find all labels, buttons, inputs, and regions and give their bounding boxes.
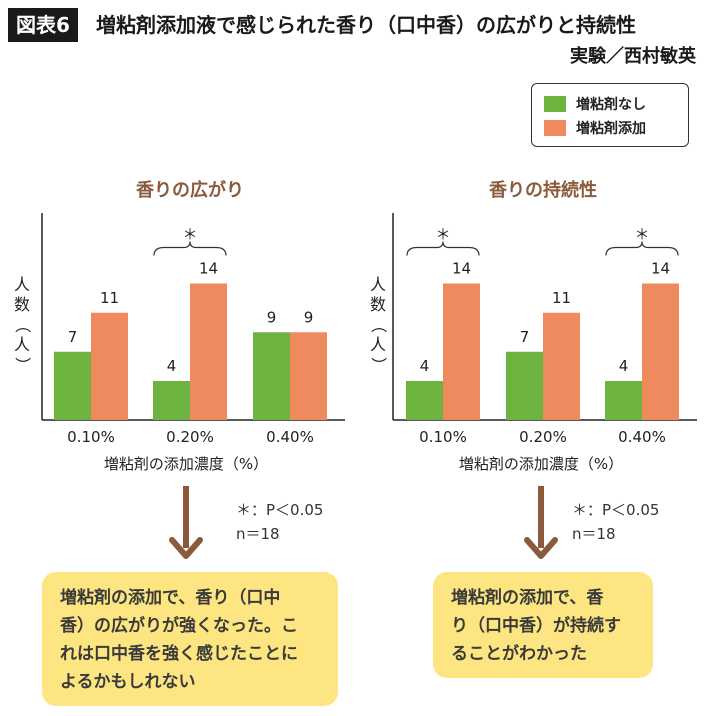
x-tick-label: 0.10% bbox=[419, 428, 467, 446]
significance-bracket bbox=[406, 241, 480, 256]
legend-label: 増粘剤なし bbox=[576, 97, 646, 113]
credit-line: 実験／西村敏英 bbox=[570, 46, 696, 67]
p-value-note: ＊：P＜0.05 bbox=[572, 501, 660, 519]
data-label: 11 bbox=[552, 289, 571, 307]
chart-title: 香りの持続性 bbox=[488, 179, 597, 201]
y-axis-label-char: 人 bbox=[14, 335, 30, 354]
x-tick-label: 0.10% bbox=[67, 428, 115, 446]
y-axis-label-char: 数 bbox=[14, 295, 30, 314]
chart-title: 香りの広がり bbox=[135, 179, 244, 201]
callout-line: れは口中香を強く感じたことに bbox=[60, 644, 298, 664]
bar-no-thickener bbox=[605, 381, 642, 420]
data-label: 11 bbox=[100, 289, 119, 307]
callout-line: 香）の広がりが強くなった。こ bbox=[60, 616, 298, 636]
significance-note-right: ＊：P＜0.05 n＝18 bbox=[572, 498, 659, 546]
data-label: 4 bbox=[420, 357, 430, 375]
callout-line: 増粘剤の添加で、香 bbox=[451, 588, 604, 608]
legend-item-no-thickener: 増粘剤なし bbox=[544, 92, 676, 116]
callout-line: 増粘剤の添加で、香り（口中 bbox=[60, 588, 281, 608]
data-label: 4 bbox=[167, 357, 177, 375]
significance-mark: ＊ bbox=[634, 226, 649, 244]
figure-tag: 図表6 bbox=[8, 8, 78, 42]
significance-mark: ＊ bbox=[182, 226, 197, 244]
y-axis-label-char: 数 bbox=[370, 295, 386, 314]
sample-size-note: n＝18 bbox=[572, 525, 616, 543]
bar-no-thickener bbox=[506, 351, 543, 420]
bar-with-thickener bbox=[91, 312, 128, 420]
bar-with-thickener bbox=[642, 283, 679, 420]
x-tick-label: 0.20% bbox=[166, 428, 214, 446]
data-label: 14 bbox=[199, 260, 218, 278]
y-axis-label-char: 人 bbox=[370, 275, 386, 294]
page-title: 増粘剤添加液で感じられた香り（口中香）の広がりと持続性 bbox=[96, 13, 636, 37]
bar-no-thickener bbox=[406, 381, 443, 420]
legend: 増粘剤なし 増粘剤添加 bbox=[531, 83, 689, 147]
x-tick-label: 0.40% bbox=[618, 428, 666, 446]
y-axis-label-char: （ bbox=[13, 317, 32, 333]
data-label: 4 bbox=[619, 357, 629, 375]
bar-no-thickener bbox=[253, 332, 290, 420]
legend-swatch-orange bbox=[544, 120, 566, 136]
legend-item-with-thickener: 増粘剤添加 bbox=[544, 116, 676, 140]
data-label: 9 bbox=[267, 308, 277, 326]
data-label: 14 bbox=[452, 260, 471, 278]
x-tick-label: 0.40% bbox=[266, 428, 314, 446]
p-value-note: ＊：P＜0.05 bbox=[236, 501, 324, 519]
bar-with-thickener bbox=[443, 283, 480, 420]
y-axis-label-char: 人 bbox=[370, 335, 386, 354]
bar-with-thickener bbox=[290, 332, 327, 420]
y-axis-label-char: ） bbox=[13, 357, 32, 373]
bar-with-thickener bbox=[543, 312, 580, 420]
significance-mark: ＊ bbox=[435, 226, 450, 244]
significance-bracket bbox=[153, 241, 227, 256]
legend-swatch-green bbox=[544, 96, 566, 112]
x-axis-label: 増粘剤の添加濃度（%） bbox=[459, 455, 623, 473]
down-arrow-icon bbox=[524, 537, 558, 559]
y-axis-label-char: 人 bbox=[14, 275, 30, 294]
significance-bracket bbox=[605, 241, 679, 256]
callout-right: 増粘剤の添加で、香 り（口中香）が持続す ることがわかった bbox=[433, 572, 653, 678]
bar-no-thickener bbox=[54, 351, 91, 420]
data-label: 14 bbox=[651, 260, 670, 278]
data-label: 7 bbox=[520, 328, 530, 346]
down-arrow-icon bbox=[169, 537, 203, 559]
data-label: 7 bbox=[68, 328, 78, 346]
callout-line: ることがわかった bbox=[451, 644, 587, 664]
callout-left: 増粘剤の添加で、香り（口中 香）の広がりが強くなった。こ れは口中香を強く感じた… bbox=[42, 572, 338, 706]
data-label: 9 bbox=[304, 308, 314, 326]
sample-size-note: n＝18 bbox=[236, 525, 280, 543]
bar-no-thickener bbox=[153, 381, 190, 420]
legend-label: 増粘剤添加 bbox=[576, 121, 646, 137]
bar-with-thickener bbox=[190, 283, 227, 420]
callout-line: り（口中香）が持続す bbox=[451, 616, 621, 636]
x-tick-label: 0.20% bbox=[519, 428, 567, 446]
callout-line: よるかもしれない bbox=[60, 672, 196, 692]
x-axis-label: 増粘剤の添加濃度（%） bbox=[104, 455, 268, 473]
y-axis-label-char: （ bbox=[369, 317, 388, 333]
significance-note-left: ＊：P＜0.05 n＝18 bbox=[236, 498, 323, 546]
y-axis-label-char: ） bbox=[369, 357, 388, 373]
